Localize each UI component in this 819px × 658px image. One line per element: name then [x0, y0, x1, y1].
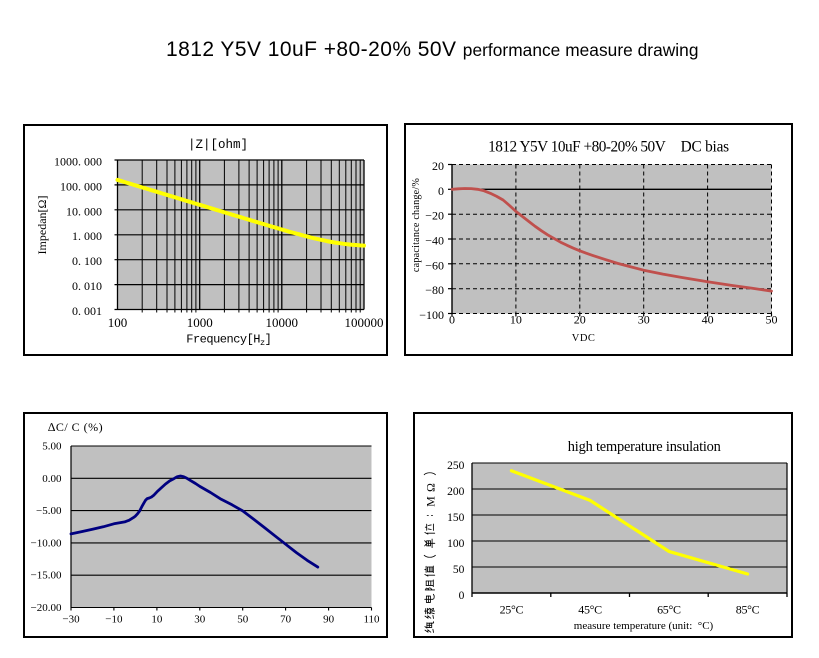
- svg-text:measure temperature (unit: °C: measure temperature (unit: °C): [574, 620, 714, 632]
- svg-text:−10.00: −10.00: [31, 537, 62, 549]
- svg-text:100000: 100000: [345, 315, 384, 330]
- svg-text:0: 0: [438, 184, 444, 198]
- svg-text:0.00: 0.00: [42, 473, 62, 485]
- svg-text:110: 110: [363, 614, 380, 626]
- svg-text:Impedan[Ω]: Impedan[Ω]: [35, 196, 49, 255]
- svg-text:10: 10: [510, 313, 522, 327]
- svg-text:1000. 000: 1000. 000: [54, 155, 102, 169]
- svg-text:Frequency[Hz]: Frequency[Hz]: [186, 332, 271, 348]
- svg-text:−20.00: −20.00: [31, 602, 62, 614]
- svg-text:250: 250: [447, 460, 465, 472]
- svg-text:1812 Y5V 10uF +80-20% 50V: 1812 Y5V 10uF +80-20% 50V: [488, 139, 666, 156]
- svg-text:0. 010: 0. 010: [72, 279, 102, 293]
- svg-text:100. 000: 100. 000: [60, 179, 102, 193]
- svg-text:VDC: VDC: [572, 333, 596, 344]
- svg-text:1. 000: 1. 000: [72, 229, 102, 243]
- svg-text:−20: −20: [425, 209, 444, 223]
- svg-text:−80: −80: [425, 283, 444, 297]
- svg-text:90: 90: [323, 614, 335, 626]
- svg-text:0. 001: 0. 001: [72, 304, 102, 318]
- svg-text:40: 40: [702, 313, 714, 327]
- svg-text:|Z|[ohm]: |Z|[ohm]: [188, 138, 248, 152]
- svg-text:0: 0: [459, 590, 465, 602]
- svg-text:100: 100: [108, 315, 128, 330]
- svg-text:20: 20: [432, 159, 444, 173]
- svg-text:30: 30: [194, 614, 206, 626]
- svg-text:25°C: 25°C: [500, 603, 524, 617]
- svg-text:−40: −40: [425, 234, 444, 248]
- svg-text:10. 000: 10. 000: [66, 204, 102, 218]
- svg-text:50: 50: [237, 614, 249, 626]
- svg-text:10000: 10000: [266, 315, 299, 330]
- svg-text:30: 30: [638, 313, 650, 327]
- svg-text:−10: −10: [105, 614, 123, 626]
- svg-text:DC bias: DC bias: [681, 139, 730, 156]
- svg-text:−60: −60: [425, 258, 444, 272]
- svg-text:70: 70: [280, 614, 292, 626]
- svg-text:M: M: [423, 496, 437, 507]
- svg-text:−30: −30: [62, 614, 80, 626]
- svg-text:∆C/ C (%): ∆C/ C (%): [48, 420, 103, 434]
- svg-text:capacitance change/%: capacitance change/%: [411, 178, 422, 273]
- svg-text:−15.00: −15.00: [31, 570, 62, 582]
- svg-text:10: 10: [151, 614, 163, 626]
- svg-text:high temperature insulation: high temperature insulation: [568, 439, 721, 455]
- svg-text:−5.00: −5.00: [36, 505, 62, 517]
- svg-text:0: 0: [449, 313, 455, 327]
- svg-text:150: 150: [447, 512, 465, 524]
- svg-text:50: 50: [766, 313, 778, 327]
- svg-text:65°C: 65°C: [657, 603, 681, 617]
- svg-text:200: 200: [447, 486, 465, 498]
- svg-text:Ω: Ω: [423, 483, 437, 492]
- svg-text:50: 50: [453, 564, 465, 576]
- svg-text:85°C: 85°C: [736, 603, 760, 617]
- svg-text:0. 100: 0. 100: [72, 254, 102, 268]
- svg-text:−100: −100: [419, 308, 444, 322]
- svg-text:5.00: 5.00: [42, 441, 62, 453]
- svg-text:1000: 1000: [187, 315, 213, 330]
- svg-text:45°C: 45°C: [578, 603, 602, 617]
- svg-text:100: 100: [447, 538, 465, 550]
- svg-text:20: 20: [574, 313, 586, 327]
